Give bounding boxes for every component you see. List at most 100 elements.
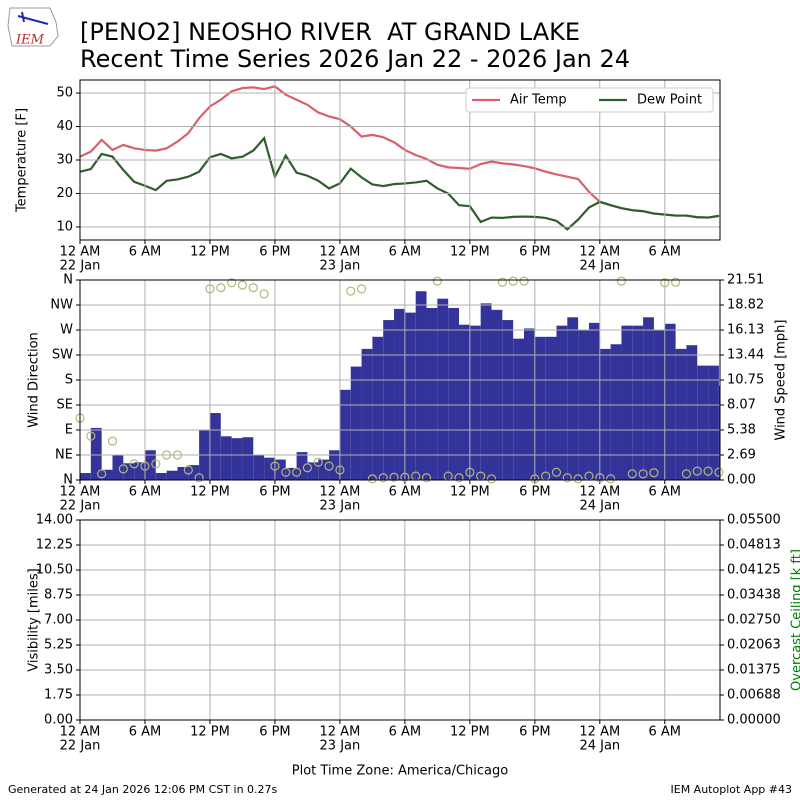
bar (643, 317, 654, 480)
y2-tick-label: 10.75 (727, 373, 764, 388)
point (497, 277, 507, 287)
y-tick-label: 3.50 (44, 663, 73, 678)
x-tick-label: 6 PM (259, 485, 290, 500)
bar (480, 303, 492, 480)
x-tick-label: 6 AM (649, 245, 682, 260)
bar (459, 324, 470, 480)
point (573, 474, 583, 484)
bar (134, 462, 145, 480)
bar (339, 389, 351, 480)
y2-axis-label: Overcast Ceiling [k ft] (790, 549, 800, 691)
point (389, 472, 399, 482)
bar (502, 320, 514, 480)
y-tick-label: 10.50 (36, 563, 73, 578)
point (508, 276, 518, 286)
y2-tick-label: 0.02063 (727, 637, 781, 652)
x-tick-label: 12 AM (320, 485, 361, 500)
point (248, 283, 258, 293)
bar (686, 345, 698, 480)
bar (112, 454, 124, 480)
x-tick-label: 6 AM (649, 485, 682, 500)
bar (415, 291, 427, 480)
series-line (80, 135, 720, 231)
bar (567, 317, 579, 480)
x-tick-label: 12 AM (320, 245, 361, 260)
bar (383, 320, 395, 480)
bar (372, 336, 384, 480)
y-tick-label: S (65, 373, 73, 388)
y2-tick-label: 0.01375 (727, 663, 781, 678)
x-tick-label: 12 PM (450, 725, 490, 740)
logo: IEM (7, 7, 59, 48)
bar (220, 436, 232, 480)
point (324, 461, 334, 471)
point (660, 278, 670, 288)
point (86, 431, 96, 441)
y-tick-label: W (60, 323, 73, 338)
y2-tick-label: 2.69 (727, 447, 756, 462)
x-tick-label: 6 AM (649, 725, 682, 740)
y-tick-label: 12.25 (36, 538, 73, 553)
bar (545, 336, 557, 480)
point (703, 466, 713, 476)
x-date-label: 23 Jan (320, 739, 361, 754)
point (421, 473, 432, 483)
y2-tick-label: 0.05500 (727, 513, 781, 528)
bar (166, 470, 178, 480)
bar (209, 413, 221, 480)
y-tick-label: N (63, 473, 73, 488)
x-tick-label: 12 PM (190, 725, 230, 740)
x-tick-label: 6 PM (519, 245, 550, 260)
bar (123, 463, 135, 480)
y2-tick-label: 0.02750 (727, 613, 781, 628)
x-tick-label: 12 AM (579, 485, 620, 500)
bar (448, 307, 460, 480)
y2-tick-label: 0.04125 (727, 563, 781, 578)
x-tick-label: 12 PM (450, 245, 490, 260)
point (291, 467, 302, 477)
bar (621, 325, 633, 480)
footer-right: IEM Autoplot App #43 (671, 783, 793, 796)
axes-frame (79, 279, 721, 481)
bar (242, 437, 254, 480)
bar (469, 325, 481, 480)
point (486, 474, 497, 484)
bar (318, 459, 330, 480)
point (367, 474, 377, 484)
x-tick-label: 12 AM (579, 725, 620, 740)
y-tick-label: E (65, 423, 73, 438)
bar (329, 450, 340, 480)
x-tick-label: 6 PM (519, 485, 550, 500)
bar (426, 307, 438, 480)
point (671, 277, 681, 287)
point (681, 469, 692, 479)
x-tick-label: 6 AM (389, 245, 422, 260)
point (302, 463, 313, 473)
bar (177, 466, 189, 480)
point (356, 284, 367, 294)
point (259, 289, 269, 299)
x-tick-label: 6 AM (129, 245, 162, 260)
point (227, 278, 237, 288)
plot-area (80, 85, 720, 231)
bar (404, 312, 416, 480)
point (118, 464, 128, 474)
bar (708, 365, 719, 480)
x-tick-label: 6 PM (519, 725, 550, 740)
point (313, 457, 323, 467)
x-date-label: 22 Jan (60, 739, 101, 754)
bar (718, 386, 720, 480)
point (162, 450, 172, 460)
x-tick-label: 12 AM (320, 725, 361, 740)
bar (264, 457, 275, 480)
x-date-label: 22 Jan (60, 499, 101, 514)
point (606, 474, 616, 484)
y2-tick-label: 8.07 (727, 397, 756, 412)
y-axis-label: Temperature [F] (15, 108, 30, 213)
y-tick-label: 30 (56, 153, 73, 168)
y-tick-label: 8.75 (44, 588, 73, 603)
bar (513, 338, 524, 480)
point (97, 469, 107, 479)
subtitle: Recent Time Series 2026 Jan 22 - 2026 Ja… (80, 45, 630, 73)
